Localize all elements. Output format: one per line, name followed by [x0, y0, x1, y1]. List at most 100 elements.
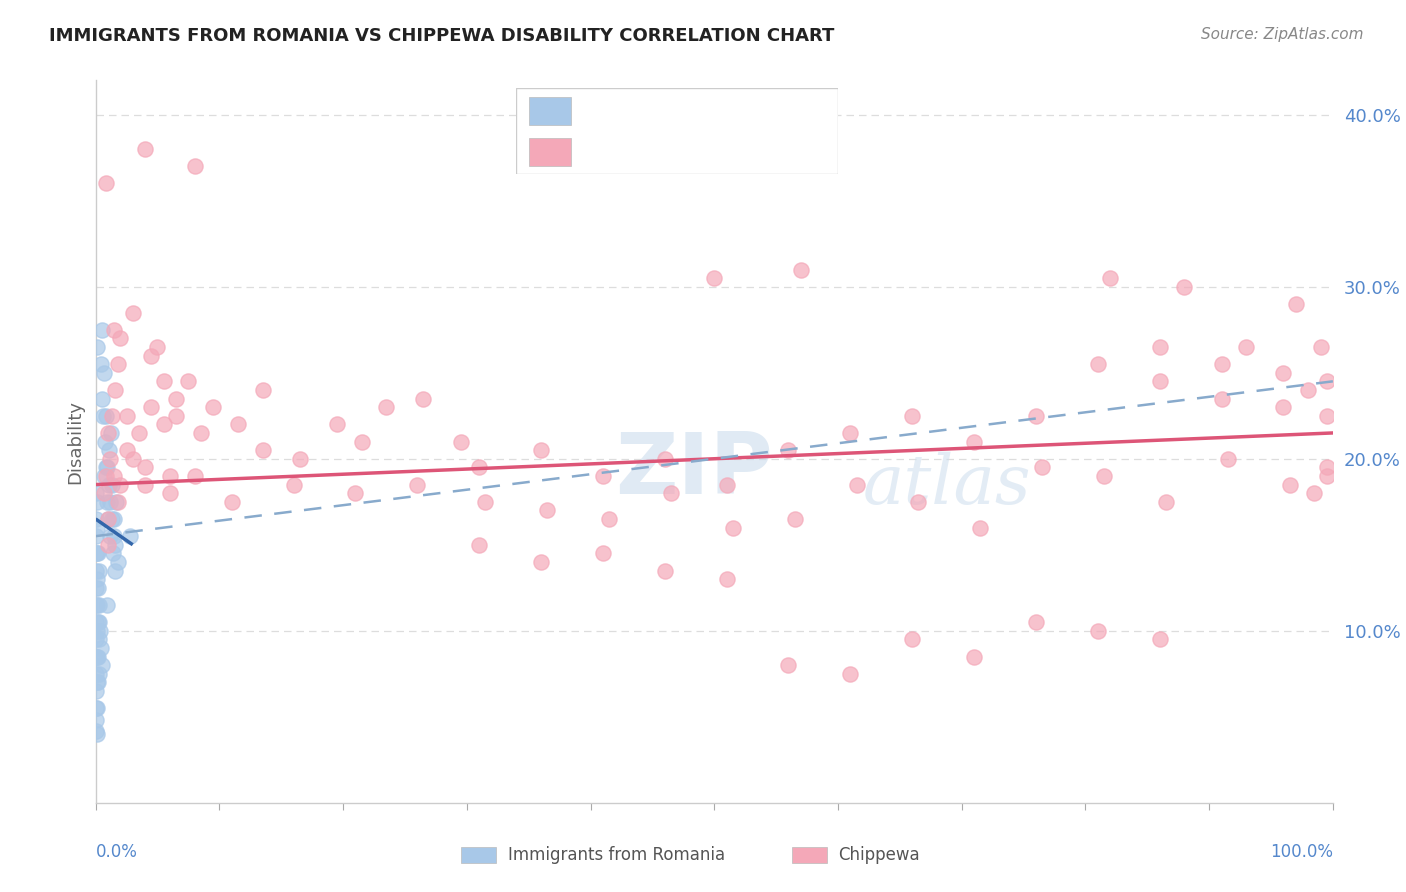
Point: [901, 409, 924, 423]
Point: [94, 434, 117, 449]
Point: [152, 417, 174, 432]
Point: [1211, 392, 1233, 406]
Point: [1099, 271, 1122, 285]
Point: [716, 572, 738, 586]
Point: [86, 340, 108, 354]
Point: [84, 713, 107, 727]
Point: [1316, 469, 1339, 483]
Point: [121, 305, 143, 319]
Point: [86, 624, 108, 638]
Point: [252, 383, 274, 397]
Point: [907, 494, 929, 508]
Point: [97, 512, 120, 526]
Point: [159, 469, 181, 483]
Point: [87, 632, 110, 647]
Point: [101, 546, 124, 560]
Point: [121, 451, 143, 466]
Point: [84, 546, 107, 560]
Point: [110, 477, 132, 491]
Point: [105, 494, 128, 508]
Point: [1296, 383, 1319, 397]
Point: [783, 512, 806, 526]
Point: [84, 615, 107, 630]
Point: [94, 460, 117, 475]
Point: [778, 658, 800, 673]
Point: [93, 486, 115, 500]
Point: [901, 632, 924, 647]
Point: [165, 392, 187, 406]
Point: [344, 486, 367, 500]
Point: [839, 425, 862, 440]
Point: [468, 538, 491, 552]
Point: [89, 624, 111, 638]
Point: [90, 640, 112, 655]
Point: [104, 383, 127, 397]
Point: [84, 723, 107, 738]
Point: [104, 564, 127, 578]
Point: [101, 477, 124, 491]
Point: [134, 142, 156, 156]
Point: [190, 425, 212, 440]
Point: [96, 494, 118, 508]
Point: [90, 392, 112, 406]
Point: [86, 727, 108, 741]
Point: [1316, 409, 1339, 423]
Point: [1087, 357, 1109, 371]
Point: [103, 323, 125, 337]
Point: [1149, 375, 1171, 389]
Point: [536, 503, 558, 517]
Point: [91, 658, 114, 673]
Point: [107, 494, 129, 508]
Point: [1316, 375, 1339, 389]
Point: [1025, 615, 1047, 630]
Point: [530, 443, 553, 458]
Point: [87, 666, 110, 681]
Point: [87, 615, 110, 630]
Point: [97, 425, 120, 440]
Point: [1025, 409, 1047, 423]
Point: [654, 564, 676, 578]
Point: [183, 469, 205, 483]
Point: [226, 417, 249, 432]
Point: [221, 494, 243, 508]
Point: [1149, 632, 1171, 647]
Point: [86, 546, 108, 560]
Point: [87, 598, 110, 612]
Point: [592, 469, 614, 483]
Point: [96, 460, 118, 475]
Point: [845, 477, 868, 491]
Point: [94, 469, 117, 483]
Point: [1216, 451, 1239, 466]
Point: [1154, 494, 1177, 508]
Point: [87, 546, 110, 560]
Point: [1278, 477, 1301, 491]
Point: [107, 357, 129, 371]
Point: [89, 615, 111, 630]
Text: IMMIGRANTS FROM ROMANIA VS CHIPPEWA DISABILITY CORRELATION CHART: IMMIGRANTS FROM ROMANIA VS CHIPPEWA DISA…: [49, 27, 835, 45]
Point: [84, 564, 107, 578]
Point: [115, 443, 138, 458]
Point: [86, 494, 108, 508]
Point: [183, 159, 205, 173]
Point: [84, 598, 107, 612]
Point: [1211, 357, 1233, 371]
Point: [716, 477, 738, 491]
Point: [598, 512, 620, 526]
Point: [97, 512, 120, 526]
Point: [93, 469, 115, 483]
Point: [84, 666, 107, 681]
Point: [91, 409, 114, 423]
Point: [969, 520, 991, 534]
Point: [86, 649, 108, 664]
Point: [592, 546, 614, 560]
Point: [326, 417, 349, 432]
Point: [1285, 297, 1308, 311]
Point: [84, 701, 107, 715]
Point: [100, 512, 122, 526]
Point: [152, 375, 174, 389]
Point: [654, 451, 676, 466]
Point: [100, 425, 122, 440]
Point: [84, 529, 107, 543]
Text: 0.0%: 0.0%: [96, 843, 138, 861]
Point: [128, 425, 150, 440]
